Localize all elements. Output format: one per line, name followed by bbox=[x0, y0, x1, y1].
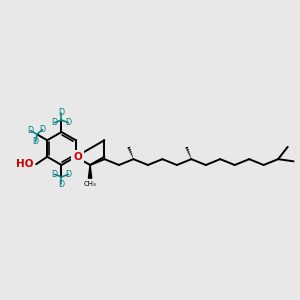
Text: D: D bbox=[58, 108, 64, 117]
Text: O: O bbox=[74, 152, 82, 162]
Text: CH₃: CH₃ bbox=[84, 181, 97, 187]
Text: D: D bbox=[33, 137, 39, 146]
Text: D: D bbox=[28, 126, 34, 135]
Text: D: D bbox=[52, 118, 58, 127]
Text: D: D bbox=[52, 170, 58, 179]
Text: D: D bbox=[40, 125, 46, 134]
Polygon shape bbox=[88, 165, 92, 178]
Text: D: D bbox=[58, 180, 64, 189]
Text: HO: HO bbox=[16, 159, 33, 169]
Text: D: D bbox=[65, 118, 71, 127]
Text: D: D bbox=[65, 170, 71, 179]
